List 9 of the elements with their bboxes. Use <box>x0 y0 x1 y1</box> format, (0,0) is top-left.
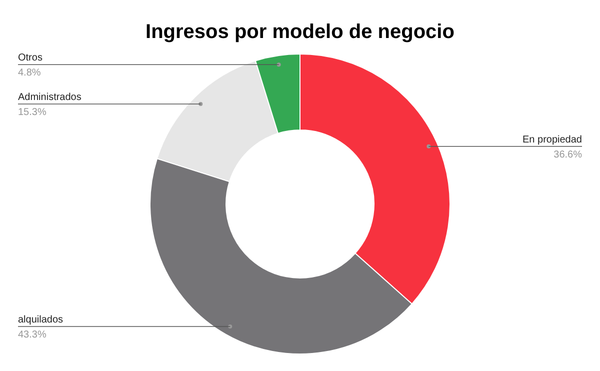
data-label: 36.6% <box>554 149 582 160</box>
data-label: 43.3% <box>18 329 46 340</box>
slice-label: En propiedad <box>522 134 582 146</box>
chart-title: Ingresos por modelo de negocio <box>146 21 454 43</box>
data-label: 4.8% <box>18 68 41 79</box>
slice-label: Otros <box>18 52 42 64</box>
slice-label: Administrados <box>18 92 82 103</box>
slice-label: alquilados <box>18 314 64 326</box>
data-label: 15.3% <box>18 106 46 118</box>
